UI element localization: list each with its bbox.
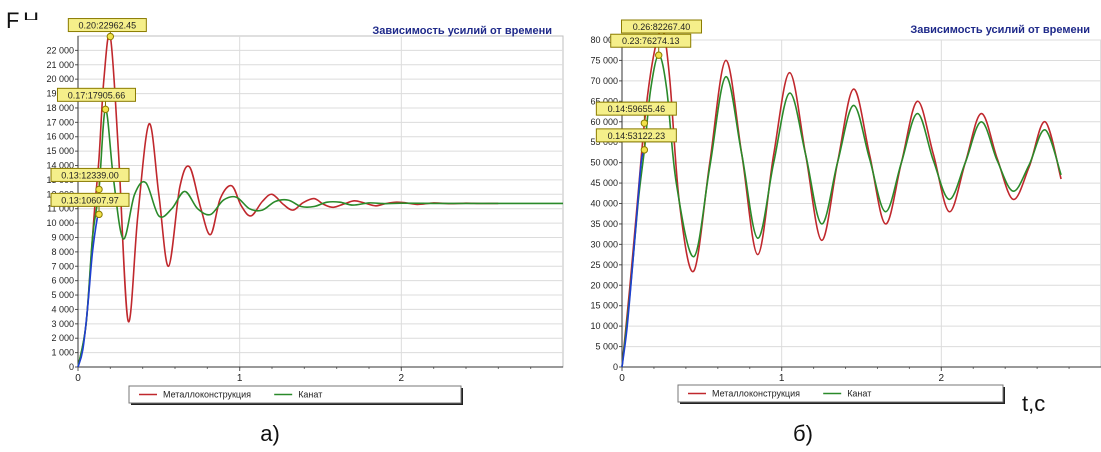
chart-title: Зависимость усилий от времени: [910, 24, 1090, 36]
annotation-box: [67, 18, 147, 33]
annotation-marker: [640, 119, 649, 127]
annotation-label: 0.17:17905.66: [68, 90, 126, 100]
y-tick-label: 70 000: [590, 76, 618, 86]
chart-a: 0 1 000 2 000 3 000 4 000 5 000 6 000 7 000 8 00…: [18, 18, 564, 405]
annotation-box: [50, 167, 130, 182]
y-tick-label: 2 000: [51, 333, 74, 343]
y-tick-label: 21 000: [46, 60, 74, 70]
annotation-box: [610, 33, 692, 48]
annotation-marker: [655, 51, 663, 59]
y-tick-label: 5 000: [51, 290, 74, 300]
y-tick-label: 17 000: [46, 117, 74, 127]
annotation-label: 0.13:10607.97: [61, 195, 119, 205]
y-tick-label: 16 000: [46, 132, 74, 142]
y-tick-label: 8 000: [51, 247, 74, 257]
x-tick-label: 2: [939, 373, 945, 384]
x-tick-label: 2: [399, 373, 405, 384]
annotation-box: [56, 87, 136, 102]
y-tick-label: 10 000: [46, 218, 74, 228]
annotation-marker: [101, 105, 110, 114]
y-tick-label: 20 000: [46, 74, 74, 84]
x-axis-caption: t,c: [1022, 391, 1045, 416]
y-tick-label: 0: [69, 362, 74, 372]
y-tick-label: 40 000: [590, 199, 618, 209]
y-tick-label: 35 000: [590, 219, 618, 229]
annotation-box: [595, 128, 677, 143]
y-tick-label: 6 000: [51, 276, 74, 286]
y-tick-label: 75 000: [590, 55, 618, 65]
x-tick-label: 1: [237, 373, 243, 384]
annotation-label: 0.23:76274.13: [622, 36, 680, 46]
y-tick-label: 5 000: [595, 342, 618, 352]
y-tick-label: 30 000: [590, 239, 618, 249]
annotation-marker: [640, 146, 649, 154]
annotation-label: 0.26:82267.40: [633, 22, 691, 32]
legend-entry: Канат: [298, 390, 322, 400]
y-tick-label: 10 000: [590, 321, 618, 331]
y-tick-label: 3 000: [51, 319, 74, 329]
legend-entry: Металлоконструкция: [712, 389, 800, 399]
y-tick-label: 9 000: [51, 232, 74, 242]
legend-entry: Канат: [847, 389, 871, 399]
annotation-label: 0.20:22962.45: [79, 21, 137, 31]
x-tick-label: 1: [779, 373, 785, 384]
y-tick-label: 15 000: [590, 301, 618, 311]
y-tick-label: 15 000: [46, 146, 74, 156]
annotation-box: [595, 101, 677, 116]
subfigure-label-b: б): [793, 421, 813, 446]
y-tick-label: 4 000: [51, 304, 74, 314]
x-tick-label: 0: [619, 373, 625, 384]
y-tick-label: 7 000: [51, 261, 74, 271]
legend-box: [128, 385, 462, 404]
y-tick-label: 18 000: [46, 103, 74, 113]
annotation-label: 0.13:12339.00: [61, 170, 119, 180]
annotation-marker: [106, 32, 115, 41]
x-tick-label: 0: [75, 373, 81, 384]
y-tick-label: 22 000: [46, 45, 74, 55]
annotation-label: 0.14:59655.46: [608, 104, 666, 114]
annotation-marker: [95, 185, 103, 194]
y-tick-label: 45 000: [590, 178, 618, 188]
annotation-marker: [95, 210, 103, 219]
annotation-label: 0.14:53122.23: [608, 131, 666, 141]
y-tick-label: 25 000: [590, 260, 618, 270]
legend-entry: Металлоконструкция: [163, 390, 251, 400]
y-tick-label: 14 000: [46, 161, 74, 171]
y-tick-label: 50 000: [590, 158, 618, 168]
y-tick-label: 80 000: [590, 35, 618, 45]
y-tick-label: 65 000: [590, 96, 618, 106]
annotation-box: [621, 19, 703, 34]
chart-b: 0 5 000 10 000 15 000 20 000 25 000 30 000 35 0…: [565, 19, 1101, 404]
series-line-ramp: [621, 149, 646, 368]
y-tick-label: 60 000: [590, 117, 618, 127]
y-tick-label: 0: [613, 362, 618, 372]
chart-title: Зависимость усилий от времени: [372, 25, 552, 37]
subfigure-label-a: а): [260, 421, 280, 446]
y-tick-label: 11 000: [47, 204, 74, 214]
annotation-box: [50, 192, 130, 207]
y-tick-label: 1 000: [51, 348, 74, 358]
y-tick-label: 20 000: [590, 280, 618, 290]
